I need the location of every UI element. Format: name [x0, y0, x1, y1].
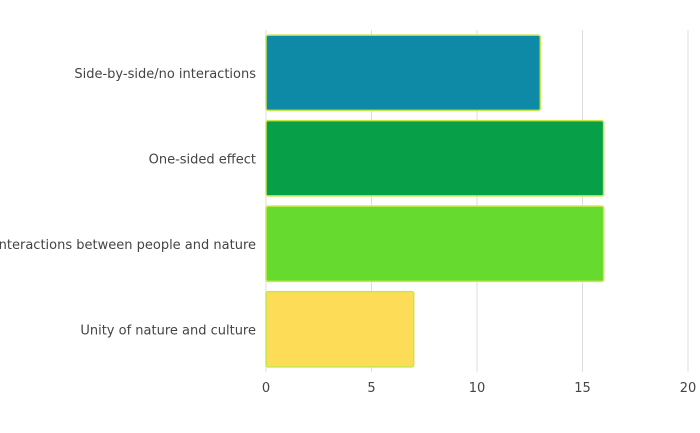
bar — [265, 34, 542, 112]
category-labels: Side-by-side/no interactions One-sided ef… — [0, 67, 256, 339]
x-tick-label: 10 — [469, 381, 486, 396]
category-label: Side-by-side/no interactions — [74, 67, 256, 82]
x-tick-label: 20 — [680, 381, 697, 396]
bars — [265, 34, 605, 368]
category-label: One-sided effect — [149, 152, 256, 167]
bar — [265, 119, 605, 197]
category-label: Interactions between people and nature — [0, 238, 256, 253]
x-tick-label: 0 — [262, 381, 270, 396]
x-tick-label: 5 — [367, 381, 375, 396]
x-axis-ticks: 0 5 10 15 20 — [262, 381, 696, 396]
bar — [265, 205, 605, 283]
x-tick-label: 15 — [574, 381, 591, 396]
category-label: Unity of nature and culture — [80, 323, 256, 338]
bar — [265, 290, 415, 368]
